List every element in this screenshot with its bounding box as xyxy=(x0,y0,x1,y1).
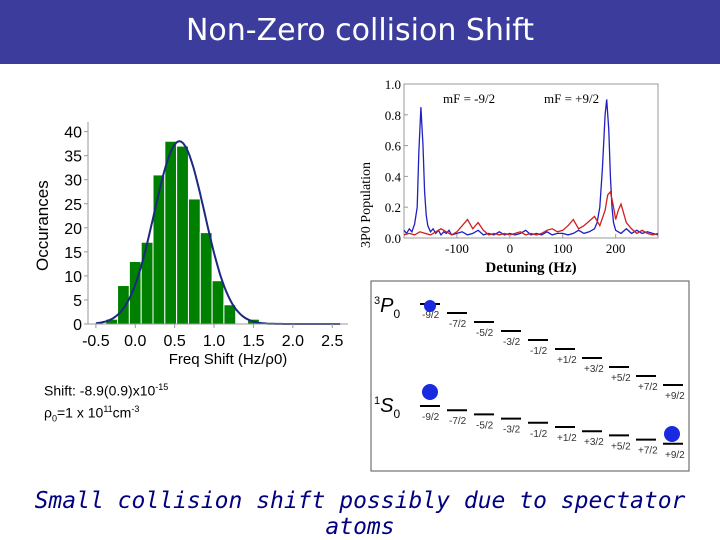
lower-sublevel-label: -1/2 xyxy=(530,429,548,440)
upper-sublevel-label: -1/2 xyxy=(530,346,548,357)
spectrum-x-tick-label: 200 xyxy=(606,241,626,256)
lower-sublevel-label: +5/2 xyxy=(611,441,631,452)
histogram-bar xyxy=(187,198,201,325)
spectrum-x-tick-label: 0 xyxy=(507,241,514,256)
lower-sublevel-label: +7/2 xyxy=(638,446,658,457)
histogram-bar xyxy=(117,285,130,325)
upper-sublevel-label: +9/2 xyxy=(665,391,685,402)
histogram-bar xyxy=(211,280,225,325)
y-tick-label: 15 xyxy=(64,245,82,262)
lower-sublevel-label: -9/2 xyxy=(422,412,440,423)
spectrum-x-tick-label: -100 xyxy=(445,241,469,256)
upper-sublevels: -9/2 -7/2 -5/2 -3/2 -1/2 +1/2 +3/2 +5/2 +7/2 +9/2 xyxy=(420,303,685,402)
x-tick-label: -0.5 xyxy=(82,333,110,350)
histogram-bar xyxy=(140,241,154,325)
spectrum-y-tick-label: 0.0 xyxy=(385,231,401,246)
upper-sublevel-label: -9/2 xyxy=(422,310,440,321)
slide-title: Non-Zero collision Shift xyxy=(0,0,720,64)
lower-sublevel-label: +3/2 xyxy=(584,437,604,448)
spectrum-y-tick-label: 0.8 xyxy=(385,108,401,123)
histogram-bar xyxy=(199,232,213,325)
y-tick-label: 35 xyxy=(64,149,82,166)
histogram-bar xyxy=(176,145,189,325)
shift-line: Shift: -8.9(0.9)x10-15 xyxy=(44,382,169,399)
level-diagram: 3P0 1S0 -9/2 -7/2 -5/2 -3/2 -1/2 +1/2 +3/2 +5/2 +… xyxy=(370,280,690,472)
lower-sublevel-label: +9/2 xyxy=(665,450,685,461)
spectrum-frame xyxy=(403,83,659,239)
upper-sublevel-label: +1/2 xyxy=(557,355,577,366)
x-ticks: -0.5 0.0 0.5 1.0 1.5 2.0 2.5 xyxy=(82,324,343,350)
y-tick-label: 20 xyxy=(64,221,82,238)
upper-state-dot xyxy=(424,300,436,312)
label-mf-plus: mF = +9/2 xyxy=(544,91,599,106)
upper-sublevel-label: -3/2 xyxy=(503,337,521,348)
series-mf-plus-9-2 xyxy=(403,190,659,236)
x-tick-label: 0.5 xyxy=(164,333,186,350)
spectrum-x-ticks: -100 0 100 200 xyxy=(445,234,625,256)
y-tick-label: 30 xyxy=(64,173,82,190)
lower-sublevel-label: +1/2 xyxy=(557,433,577,444)
shift-note: Shift: -8.9(0.9)x10-15 ρ0=1 x 1011cm-3 xyxy=(44,378,168,427)
lower-sublevels: -9/2 -7/2 -5/2 -3/2 -1/2 +1/2 +3/2 +5/2 +7/2 +9/2 xyxy=(420,405,685,461)
histogram-bars xyxy=(105,140,260,325)
lower-sublevel-label: -3/2 xyxy=(503,425,521,436)
histogram-bar xyxy=(152,174,166,325)
x-tick-label: 0.0 xyxy=(124,333,146,350)
caption: Small collision shift possibly due to sp… xyxy=(34,488,686,540)
y-ticks: 0 5 10 15 20 25 30 35 40 xyxy=(64,125,88,334)
spectrum-chart: 0.0 0.2 0.4 0.6 0.8 1.0 -100 0 100 200 mF = -9/2… xyxy=(359,77,659,276)
x-tick-label: 2.0 xyxy=(282,333,304,350)
spectrum-y-axis-label: 3P0 Population xyxy=(359,162,374,248)
y-tick-label: 5 xyxy=(73,293,82,310)
x-tick-label: 1.0 xyxy=(203,333,225,350)
spectrum-y-ticks: 0.0 0.2 0.4 0.6 0.8 1.0 xyxy=(385,77,408,246)
spectrum-x-tick-label: 100 xyxy=(553,241,573,256)
y-tick-label: 40 xyxy=(64,125,82,142)
state-label: 1S0 xyxy=(374,395,400,421)
upper-sublevel-label: +3/2 xyxy=(584,364,604,375)
lower-state-dot-minus xyxy=(422,384,438,400)
label-mf-minus: mF = -9/2 xyxy=(443,91,495,106)
histogram-bar xyxy=(164,140,178,325)
x-tick-label: 1.5 xyxy=(242,333,264,350)
plot-frame xyxy=(403,83,659,239)
y-axis-label: Occurances xyxy=(33,180,52,271)
lower-sublevel-label: -5/2 xyxy=(476,420,494,431)
density-line: ρ0=1 x 1011cm-3 xyxy=(44,403,140,424)
x-axis-label: Freq Shift (Hz/ρ0) xyxy=(169,351,288,368)
lower-sublevel-label: -7/2 xyxy=(449,416,467,427)
population-dots xyxy=(422,300,680,442)
upper-sublevel-label: -7/2 xyxy=(449,319,467,330)
upper-sublevel-label: -5/2 xyxy=(476,328,494,339)
lower-state-dot-plus xyxy=(664,426,680,442)
y-tick-label: 25 xyxy=(64,197,82,214)
y-tick-label: 10 xyxy=(64,269,82,286)
spectrum-y-tick-label: 1.0 xyxy=(385,77,401,92)
x-tick-label: 2.5 xyxy=(321,333,343,350)
series-mf-minus-9-2 xyxy=(403,99,659,237)
y-tick-label: 0 xyxy=(73,317,82,334)
spectrum-y-tick-label: 0.4 xyxy=(385,169,402,184)
state-labels: 3P0 1S0 xyxy=(374,295,400,421)
state-label: 3P0 xyxy=(374,295,400,321)
spectrum-y-tick-label: 0.6 xyxy=(385,139,402,154)
spectrum-x-axis-label: Detuning (Hz) xyxy=(485,260,576,276)
upper-sublevel-label: +5/2 xyxy=(611,373,631,384)
spectrum-y-tick-label: 0.2 xyxy=(385,200,401,215)
upper-sublevel-label: +7/2 xyxy=(638,382,658,393)
